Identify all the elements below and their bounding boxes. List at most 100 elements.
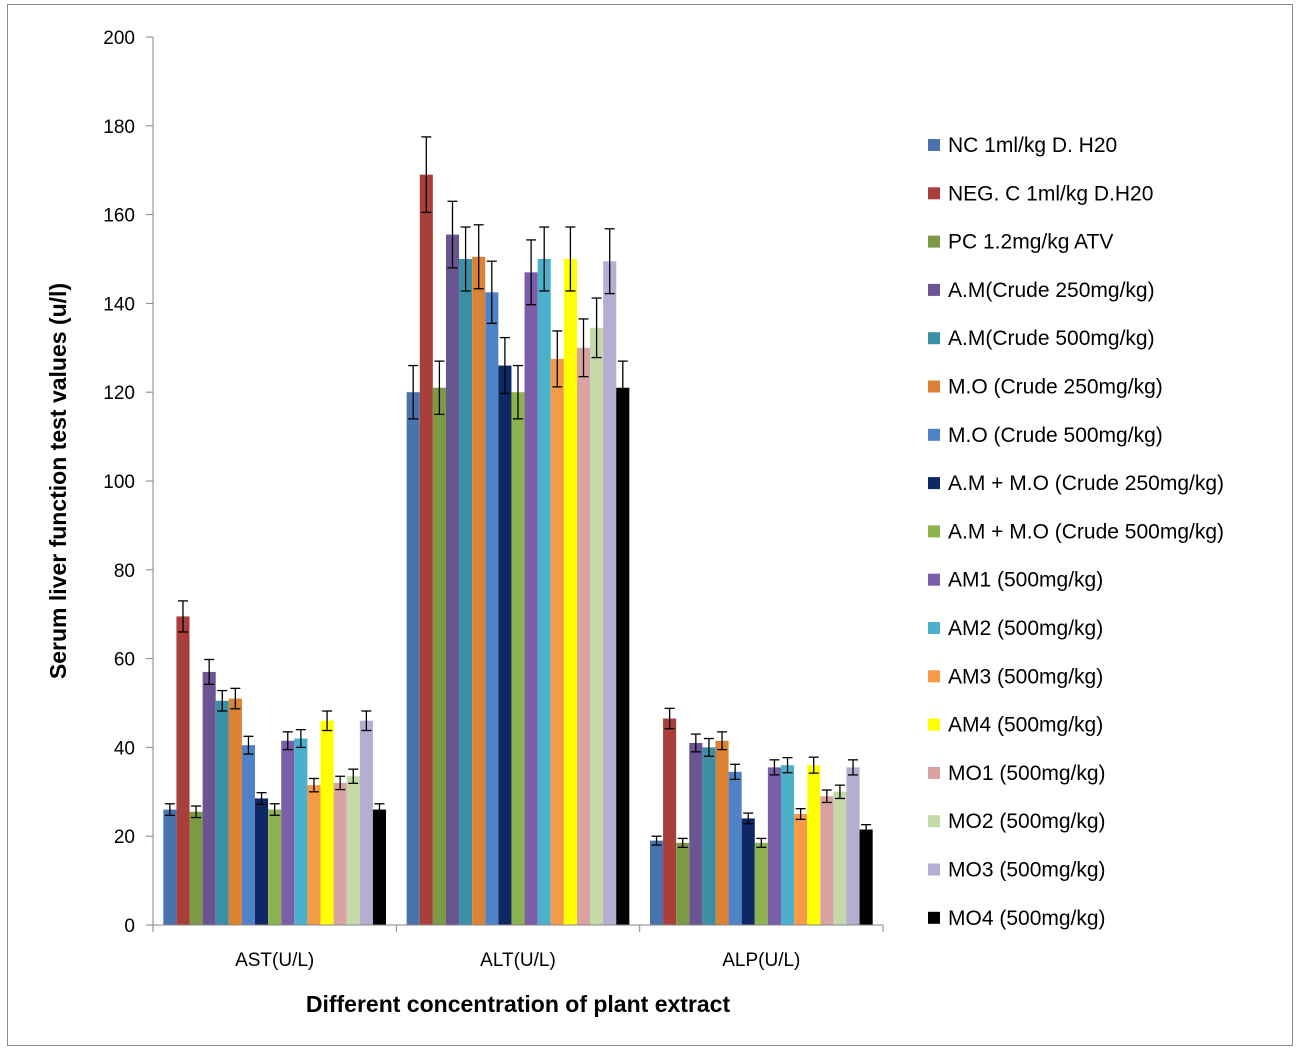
bar bbox=[202, 671, 216, 925]
y-axis-title: Serum liver function test values (u/l) bbox=[45, 283, 71, 679]
legend-label: MO3 (500mg/kg) bbox=[948, 859, 1106, 882]
error-bar bbox=[848, 759, 859, 776]
x-axis-title: Different concentration of plant extract bbox=[306, 991, 731, 1017]
legend-item: MO2 (500mg/kg) bbox=[928, 810, 1106, 833]
legend-label: M.O (Crude 500mg/kg) bbox=[948, 424, 1163, 447]
bar bbox=[715, 740, 729, 925]
bar bbox=[485, 292, 499, 925]
bar bbox=[346, 776, 360, 925]
bar bbox=[524, 272, 538, 925]
bar bbox=[268, 809, 282, 925]
y-tick-label: 200 bbox=[103, 28, 135, 49]
y-axis-ticks: 0 20 40 60 80 100 120 140 160 180 200 bbox=[103, 28, 153, 937]
bar bbox=[359, 720, 373, 925]
bar bbox=[228, 698, 242, 925]
bar bbox=[537, 259, 551, 925]
bar bbox=[616, 387, 630, 925]
y-tick-label: 20 bbox=[114, 827, 135, 848]
legend-label: MO2 (500mg/kg) bbox=[948, 810, 1106, 833]
bar bbox=[241, 745, 256, 925]
legend-item: NEG. C 1ml/kg D.H20 bbox=[928, 182, 1153, 205]
error-bar bbox=[677, 837, 688, 848]
error-bar bbox=[834, 784, 845, 800]
bar bbox=[255, 798, 269, 925]
legend-label: NC 1ml/kg D. H20 bbox=[948, 134, 1117, 157]
y-tick-label: 60 bbox=[114, 650, 135, 671]
error-bar bbox=[690, 733, 701, 753]
error-bar bbox=[782, 756, 793, 774]
legend-swatch bbox=[928, 139, 940, 151]
bar bbox=[767, 767, 781, 925]
legend-item: AM4 (500mg/kg) bbox=[928, 714, 1103, 737]
legend-swatch bbox=[928, 380, 940, 393]
legend-item: M.O (Crude 250mg/kg) bbox=[928, 376, 1163, 399]
error-bar bbox=[769, 759, 780, 776]
error-bar bbox=[408, 364, 419, 420]
error-bar bbox=[361, 710, 372, 732]
error-bar bbox=[651, 835, 662, 846]
bar bbox=[794, 814, 808, 925]
error-bar bbox=[664, 707, 675, 730]
bar bbox=[307, 785, 321, 925]
y-tick-label: 0 bbox=[124, 916, 135, 937]
bar bbox=[320, 720, 334, 925]
error-bar bbox=[703, 737, 714, 757]
error-bar bbox=[861, 824, 872, 836]
legend-swatch bbox=[928, 622, 940, 634]
bar bbox=[846, 767, 860, 925]
legend-label: AM4 (500mg/kg) bbox=[948, 714, 1103, 737]
legend-swatch bbox=[928, 428, 940, 441]
y-tick-label: 100 bbox=[103, 472, 135, 493]
legend-label: PC 1.2mg/kg ATV bbox=[948, 231, 1113, 254]
legend-label: A.M(Crude 500mg/kg) bbox=[948, 327, 1155, 350]
error-bar bbox=[308, 777, 319, 793]
error-bar bbox=[591, 297, 602, 359]
error-bar bbox=[447, 200, 458, 269]
legend-swatch bbox=[928, 477, 940, 490]
bar bbox=[649, 840, 664, 925]
error-bar bbox=[164, 803, 175, 816]
bar bbox=[676, 842, 690, 925]
legend-swatch bbox=[928, 332, 940, 345]
error-bar bbox=[217, 689, 228, 712]
legend-item: A.M(Crude 500mg/kg) bbox=[928, 327, 1155, 350]
legend-swatch bbox=[928, 235, 940, 248]
legend-swatch bbox=[928, 911, 940, 924]
bar bbox=[563, 259, 577, 925]
bar bbox=[281, 740, 295, 925]
error-bar bbox=[295, 728, 306, 749]
error-bar bbox=[743, 812, 754, 825]
error-bar bbox=[243, 735, 254, 755]
bar bbox=[590, 327, 604, 925]
bar bbox=[603, 261, 617, 926]
error-bar bbox=[808, 756, 819, 774]
bar bbox=[163, 809, 177, 925]
y-tick-label: 120 bbox=[103, 383, 135, 404]
bar bbox=[406, 392, 420, 925]
legend-item: MO4 (500mg/kg) bbox=[928, 907, 1106, 930]
y-tick-label: 160 bbox=[103, 206, 135, 227]
x-tick-label: ALP(U/L) bbox=[722, 950, 800, 971]
y-tick-label: 40 bbox=[114, 738, 135, 759]
bar bbox=[702, 747, 716, 925]
y-tick-label: 80 bbox=[114, 561, 135, 582]
legend-item: NC 1ml/kg D. H20 bbox=[928, 134, 1117, 157]
legend-swatch bbox=[928, 525, 940, 538]
legend-item: A.M + M.O (Crude 250mg/kg) bbox=[928, 472, 1224, 495]
bar bbox=[419, 174, 433, 925]
error-bar bbox=[204, 658, 215, 686]
error-bar bbox=[460, 226, 471, 292]
error-bar bbox=[473, 224, 484, 290]
legend-item: A.M + M.O (Crude 500mg/kg) bbox=[928, 520, 1224, 543]
legend-swatch bbox=[928, 670, 940, 683]
error-bar bbox=[539, 226, 550, 292]
bar bbox=[459, 259, 473, 925]
bar bbox=[728, 771, 742, 925]
bar bbox=[215, 700, 229, 925]
bar bbox=[754, 842, 768, 925]
bar bbox=[807, 765, 821, 925]
legend-item: A.M(Crude 250mg/kg) bbox=[928, 279, 1155, 302]
legend-label: NEG. C 1ml/kg D.H20 bbox=[948, 182, 1153, 205]
legend-label: A.M(Crude 250mg/kg) bbox=[948, 279, 1155, 302]
